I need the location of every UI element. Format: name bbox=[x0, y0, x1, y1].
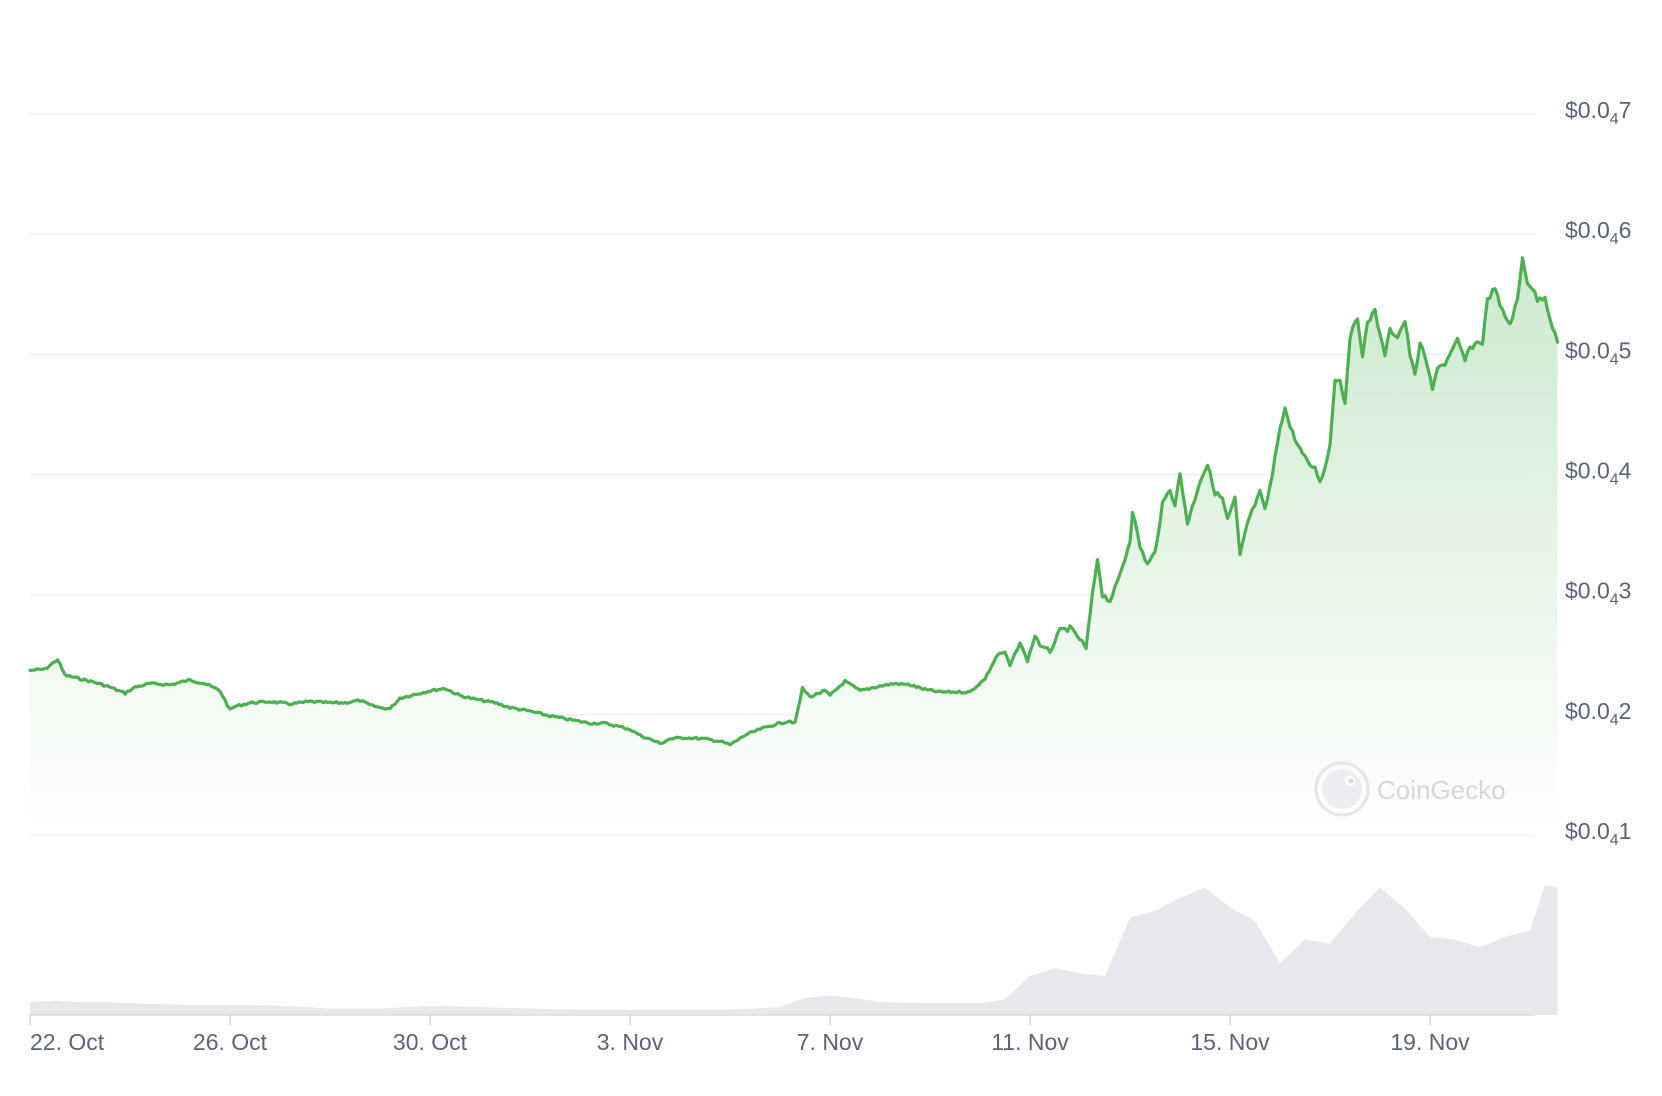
x-tick-label: 19. Nov bbox=[1390, 1029, 1470, 1055]
x-axis-ticks: 22. Oct 26. Oct 30. Oct 3. Nov 7. Nov 11. Nov… bbox=[29, 1014, 1535, 1055]
volume-series bbox=[30, 885, 1558, 1015]
price-line bbox=[28, 256, 1560, 747]
y-tick-label: $0.045 bbox=[1565, 337, 1631, 368]
x-tick-label: 26. Oct bbox=[193, 1029, 268, 1055]
x-tick-label: 7. Nov bbox=[797, 1029, 864, 1055]
x-tick-label: 3. Nov bbox=[597, 1029, 664, 1055]
x-tick-label: 15. Nov bbox=[1190, 1029, 1270, 1055]
x-tick-label: 30. Oct bbox=[393, 1029, 468, 1055]
y-tick-label: $0.043 bbox=[1565, 578, 1631, 609]
y-axis-ticks: $0.047 $0.046 $0.045 $0.044 $0.043 $0.042 $0.0… bbox=[1565, 97, 1632, 849]
x-tick-label: 22. Oct bbox=[30, 1029, 105, 1055]
y-tick-label: $0.041 bbox=[1565, 818, 1631, 849]
coingecko-watermark: CoinGecko bbox=[1314, 761, 1506, 817]
x-tick-label: 11. Nov bbox=[991, 1029, 1069, 1055]
y-tick-label: $0.042 bbox=[1565, 698, 1631, 729]
price-line-series bbox=[28, 256, 1560, 747]
price-area-fill bbox=[30, 257, 1558, 835]
volume-area bbox=[30, 885, 1558, 1015]
coingecko-logo-icon bbox=[1314, 761, 1370, 817]
y-tick-label: $0.047 bbox=[1565, 97, 1631, 128]
y-tick-label: $0.046 bbox=[1565, 217, 1631, 248]
price-area bbox=[30, 257, 1558, 835]
y-tick-label: $0.044 bbox=[1565, 458, 1632, 489]
watermark-text: CoinGecko bbox=[1377, 775, 1506, 805]
